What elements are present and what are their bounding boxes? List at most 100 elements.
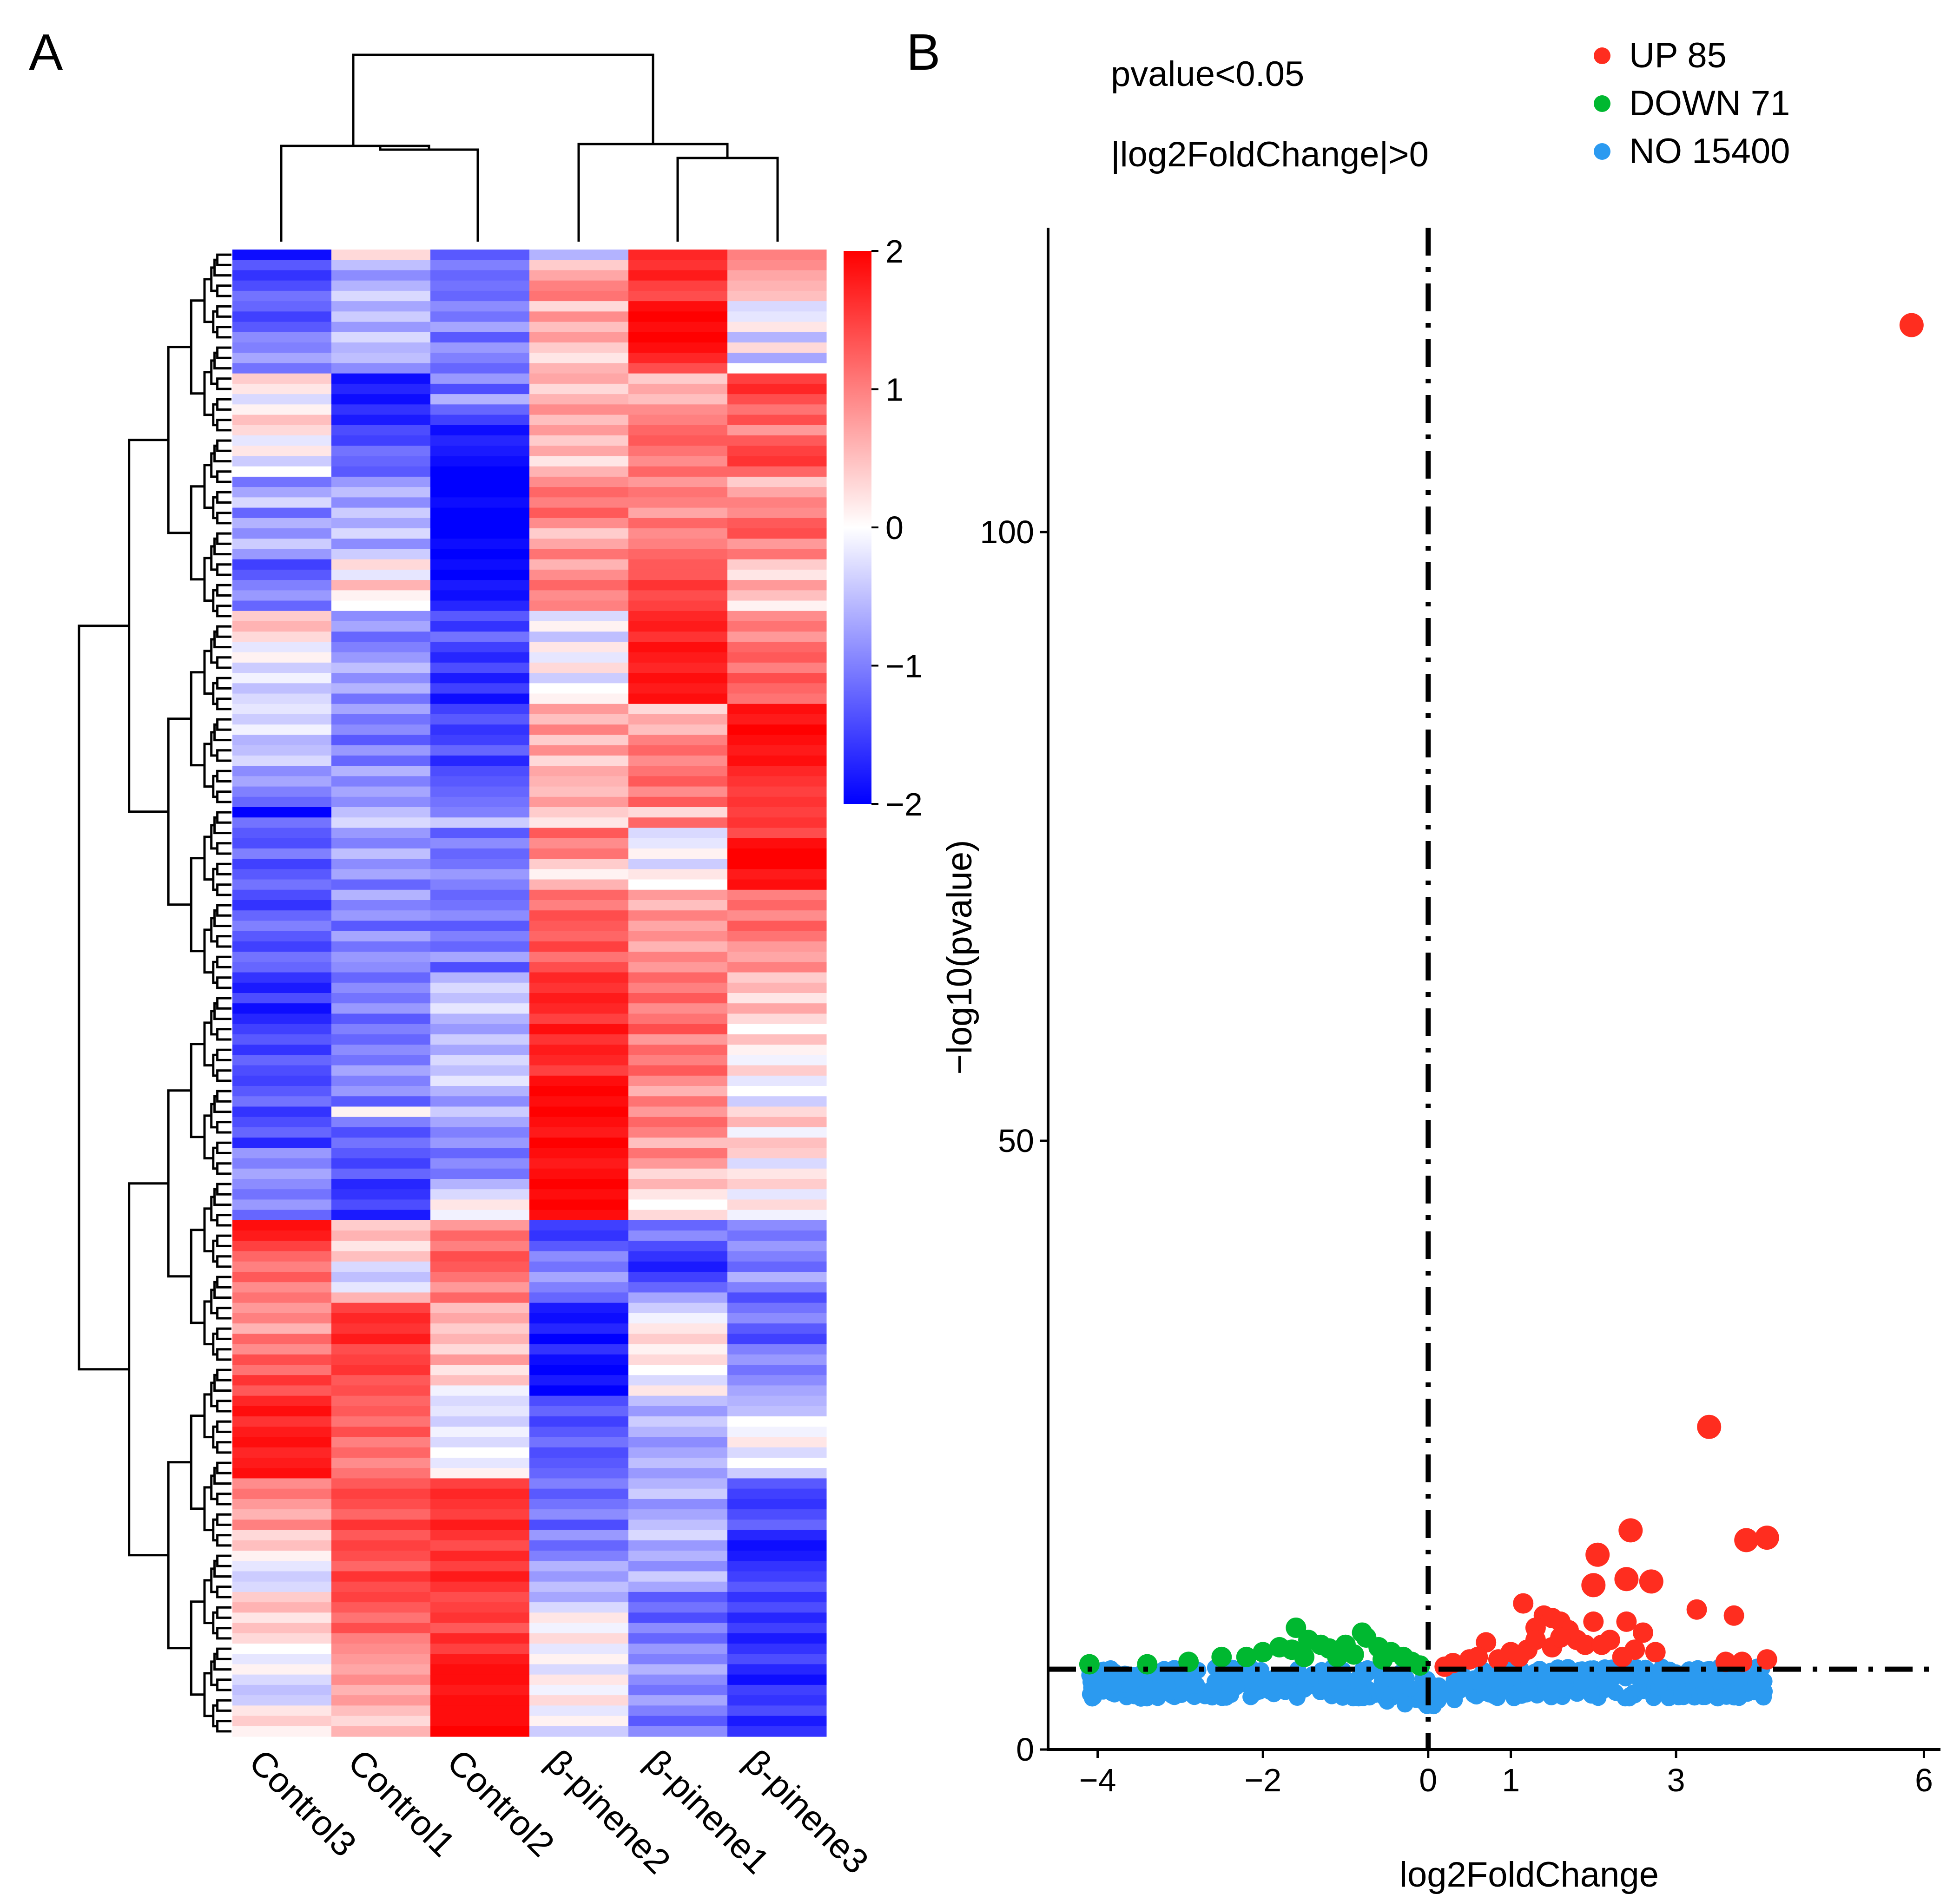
col-dendro-link	[352, 53, 654, 146]
heatmap-cell	[232, 435, 332, 446]
heatmap-cell	[232, 394, 332, 405]
heatmap-cell	[331, 828, 431, 839]
heatmap-cell	[529, 921, 629, 932]
heatmap-cell	[232, 1395, 332, 1407]
heatmap-cell	[430, 1179, 530, 1190]
heatmap-cell	[430, 683, 530, 694]
heatmap-cell	[727, 1406, 827, 1417]
up-point	[1697, 1414, 1722, 1439]
heatmap-cell	[232, 332, 332, 343]
heatmap-cell	[529, 1581, 629, 1592]
heatmap-cell	[529, 1540, 629, 1551]
heatmap-cell	[529, 580, 629, 591]
heatmap-cell	[331, 786, 431, 797]
heatmap-cell	[331, 900, 431, 911]
heatmap-cell	[628, 250, 728, 260]
no-point	[1348, 1671, 1366, 1688]
heatmap-cell	[529, 1375, 629, 1386]
column-dendrogram	[280, 53, 779, 242]
down-point	[1373, 1649, 1393, 1670]
heatmap-cell	[727, 859, 827, 869]
heatmap-cell	[232, 1138, 332, 1148]
heatmap-cell	[232, 518, 332, 529]
heatmap-cell	[232, 1623, 332, 1634]
heatmap-cell	[331, 1055, 431, 1066]
heatmap-cell	[331, 704, 431, 715]
heatmap-cell	[430, 1168, 530, 1179]
heatmap-cell	[331, 745, 431, 756]
no-point	[1515, 1668, 1532, 1685]
heatmap-cell	[529, 435, 629, 446]
colorbar-tick-label: −2	[885, 786, 923, 822]
heatmap-cell	[628, 1654, 728, 1665]
heatmap-cell	[529, 962, 629, 973]
heatmap-cell	[430, 1261, 530, 1272]
heatmap-cell	[331, 1633, 431, 1644]
no-point	[1696, 1682, 1714, 1699]
heatmap-cell	[331, 528, 431, 539]
no-point	[1128, 1671, 1145, 1688]
heatmap-cell	[727, 766, 827, 776]
heatmap-cell	[232, 662, 332, 673]
heatmap-cell	[628, 1127, 728, 1138]
heatmap-cell	[430, 1551, 530, 1561]
heatmap-cell	[232, 724, 332, 736]
heatmap-cell	[529, 1003, 629, 1014]
heatmap-cell	[331, 621, 431, 632]
heatmap-cell	[529, 1045, 629, 1055]
no-point	[1353, 1684, 1370, 1702]
heatmap-cell	[430, 1117, 530, 1128]
heatmap-cell	[529, 1561, 629, 1572]
heatmap-cell	[232, 1654, 332, 1665]
heatmap-cell	[430, 1292, 530, 1303]
heatmap-cell	[628, 900, 728, 911]
heatmap-cell	[727, 580, 827, 591]
heatmap-cell	[628, 600, 728, 612]
heatmap-cell	[430, 1684, 530, 1696]
heatmap-cell	[430, 1395, 530, 1407]
heatmap-cell	[331, 280, 431, 291]
heatmap-cell	[529, 1519, 629, 1531]
heatmap-cell	[331, 1045, 431, 1055]
heatmap-cell	[628, 1509, 728, 1520]
heatmap-cell	[628, 1210, 728, 1221]
heatmap-cell	[430, 1664, 530, 1675]
heatmap-cell	[727, 941, 827, 952]
heatmap-cell	[430, 1488, 530, 1500]
heatmap-cell	[727, 1478, 827, 1489]
no-point	[1263, 1674, 1280, 1691]
heatmap-cell	[430, 1530, 530, 1541]
heatmap-cell	[430, 952, 530, 962]
down-point	[1327, 1646, 1348, 1667]
row-dendro-link	[216, 862, 231, 875]
heatmap-cell	[628, 1540, 728, 1551]
heatmap-cell	[628, 1633, 728, 1644]
panel-a-label: A	[29, 24, 63, 81]
row-dendro-link	[216, 904, 231, 917]
heatmap-cell	[727, 786, 827, 797]
heatmap-cell	[529, 507, 629, 519]
heatmap-cell	[628, 1003, 728, 1014]
heatmap-cell	[232, 1695, 332, 1706]
row-dendro-link	[216, 563, 231, 576]
heatmap-cell	[331, 755, 431, 766]
no-point	[1446, 1691, 1463, 1709]
heatmap-cell	[232, 1478, 332, 1489]
heatmap-cell	[331, 1684, 431, 1696]
heatmap-cell	[727, 1581, 827, 1592]
heatmap-cell	[331, 425, 431, 436]
heatmap-cell	[628, 383, 728, 395]
row-dendro-link	[190, 1229, 205, 1324]
row-dendro-link	[216, 811, 231, 824]
heatmap-cell	[628, 569, 728, 580]
heatmap-cell	[727, 745, 827, 756]
row-dendro-link	[167, 1461, 191, 1650]
heatmap-cell	[727, 1427, 827, 1438]
heatmap-cell	[232, 1684, 332, 1696]
heatmap-cell	[232, 1003, 332, 1014]
heatmap-cell	[331, 662, 431, 673]
heatmap-cell	[727, 1282, 827, 1293]
heatmap-cell	[331, 600, 431, 612]
heatmap-cell	[232, 456, 332, 467]
